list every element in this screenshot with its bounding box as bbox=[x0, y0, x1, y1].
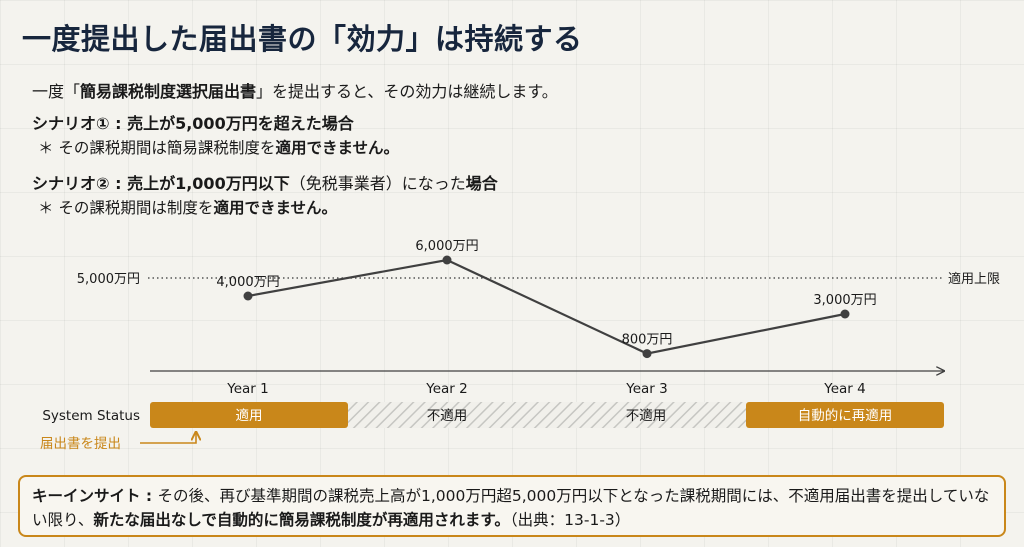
x-tick-label: Year 4 bbox=[823, 381, 865, 397]
reference-label-right: 適用上限 bbox=[948, 271, 1000, 287]
scenario-1-note-prefix: ＊ その課税期間は簡易課税制度を bbox=[38, 139, 276, 157]
x-tick-label: Year 2 bbox=[425, 381, 467, 397]
scenario-2-note-prefix: ＊ その課税期間は制度を bbox=[38, 199, 214, 217]
status-segment bbox=[348, 402, 546, 428]
status-label: 不適用 bbox=[626, 407, 667, 424]
scenario-2-note-emphasis: 適用できません。 bbox=[213, 199, 337, 217]
scenario-2-title: シナリオ② : 売上が1,000万円以下（免税事業者）になった場合 bbox=[32, 170, 498, 194]
insight-emphasis: 新たな届出なしで自動的に簡易課税制度が再適用されます。 bbox=[93, 511, 510, 529]
status-segment bbox=[746, 402, 944, 428]
insight-label: キーインサイト : bbox=[32, 487, 158, 505]
status-row-label: System Status bbox=[42, 408, 140, 424]
intro-emphasis: 簡易課税制度選択届出書 bbox=[80, 82, 257, 101]
scenario-2-title-suffix: 場合 bbox=[465, 174, 498, 193]
data-point bbox=[243, 291, 253, 301]
scenario-2-title-prefix: シナリオ② : 売上が1,000万円以下 bbox=[32, 174, 290, 193]
scenario-2-note: ＊ その課税期間は制度を適用できません。 bbox=[38, 196, 337, 218]
data-label: 800万円 bbox=[622, 333, 673, 348]
scenario-1-note: ＊ その課税期間は簡易課税制度を適用できません。 bbox=[38, 136, 399, 158]
x-tick-label: Year 3 bbox=[625, 381, 667, 397]
scenario-1-note-emphasis: 適用できません。 bbox=[275, 139, 399, 157]
revenue-chart: 5,000万円 適用上限 4,000万円6,000万円800万円3,000万円 … bbox=[40, 239, 1000, 452]
status-segment bbox=[150, 402, 348, 428]
status-label: 適用 bbox=[236, 407, 263, 424]
data-label: 6,000万円 bbox=[415, 239, 478, 254]
data-label: 3,000万円 bbox=[813, 293, 876, 308]
intro-text: 一度「簡易課税制度選択届出書」を提出すると、その効力は継続します。 bbox=[32, 78, 558, 102]
status-label: 自動的に再適用 bbox=[798, 407, 893, 424]
x-tick-label: Year 1 bbox=[226, 381, 268, 397]
data-label: 4,000万円 bbox=[216, 275, 279, 290]
key-insight-box: キーインサイト : その後、再び基準期間の課税売上高が1,000万円超5,000… bbox=[18, 475, 1006, 537]
annotation-text: 届出書を提出 bbox=[40, 436, 121, 452]
series-line bbox=[247, 258, 846, 355]
status-label: 不適用 bbox=[427, 407, 468, 424]
scenario-2-title-paren: （免税事業者）になった bbox=[289, 174, 466, 193]
data-point bbox=[840, 309, 850, 319]
insight-text: その後、再び基準期間の課税売上高が1,000万円超5,000万円以下となった課税… bbox=[32, 487, 990, 529]
intro-suffix: 」を提出すると、その効力は継続します。 bbox=[256, 82, 558, 101]
insight-source: （出典：13-1-3） bbox=[509, 511, 631, 529]
intro-prefix: 一度「 bbox=[32, 82, 81, 101]
page-title: 一度提出した届出書の「効力」は持続する bbox=[22, 22, 583, 56]
status-segment bbox=[546, 402, 746, 428]
reference-label-left: 5,000万円 bbox=[77, 272, 140, 287]
data-point bbox=[642, 349, 652, 359]
scenario-1-title: シナリオ① : 売上が5,000万円を超えた場合 bbox=[32, 114, 354, 133]
data-point bbox=[442, 255, 452, 265]
annotation-arrow bbox=[140, 432, 196, 444]
